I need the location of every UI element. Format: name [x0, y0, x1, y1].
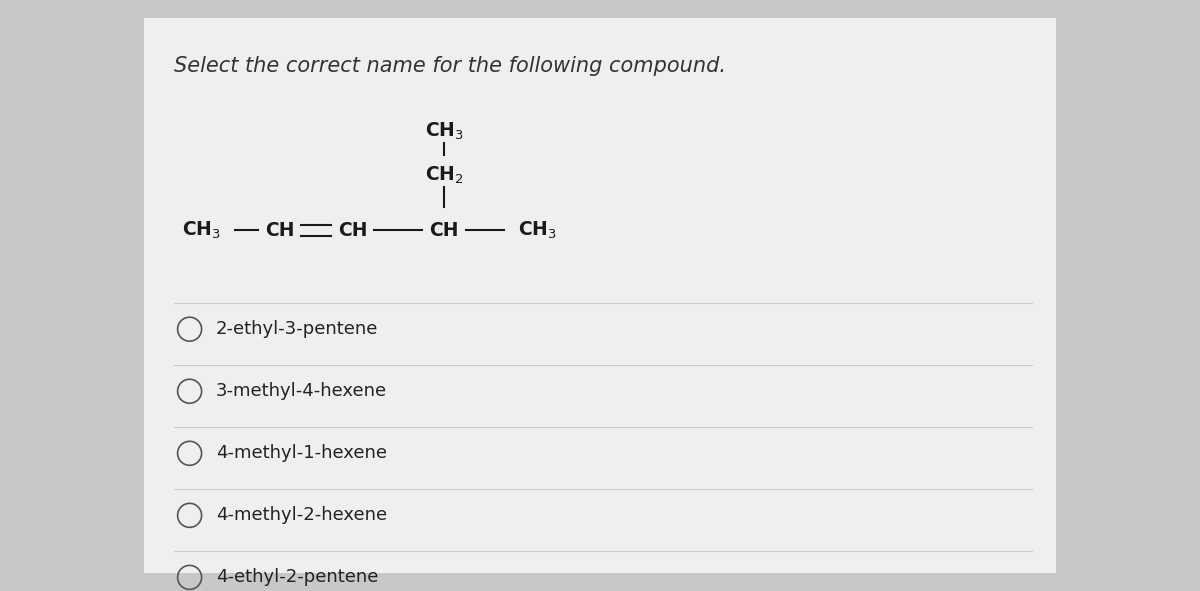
Text: CH: CH [338, 221, 367, 240]
Text: CH: CH [430, 221, 458, 240]
Text: 4-methyl-2-hexene: 4-methyl-2-hexene [216, 506, 388, 524]
Text: CH$_3$: CH$_3$ [182, 220, 221, 241]
Text: CH$_3$: CH$_3$ [425, 121, 463, 142]
Text: CH: CH [265, 221, 294, 240]
Text: 4-methyl-1-hexene: 4-methyl-1-hexene [216, 444, 386, 462]
Text: 2-ethyl-3-pentene: 2-ethyl-3-pentene [216, 320, 378, 338]
Text: Select the correct name for the following compound.: Select the correct name for the followin… [174, 56, 726, 76]
Text: 3-methyl-4-hexene: 3-methyl-4-hexene [216, 382, 388, 400]
Text: CH$_3$: CH$_3$ [518, 220, 557, 241]
Text: CH$_2$: CH$_2$ [425, 165, 463, 186]
FancyBboxPatch shape [144, 18, 1056, 573]
Text: 4-ethyl-2-pentene: 4-ethyl-2-pentene [216, 569, 378, 586]
